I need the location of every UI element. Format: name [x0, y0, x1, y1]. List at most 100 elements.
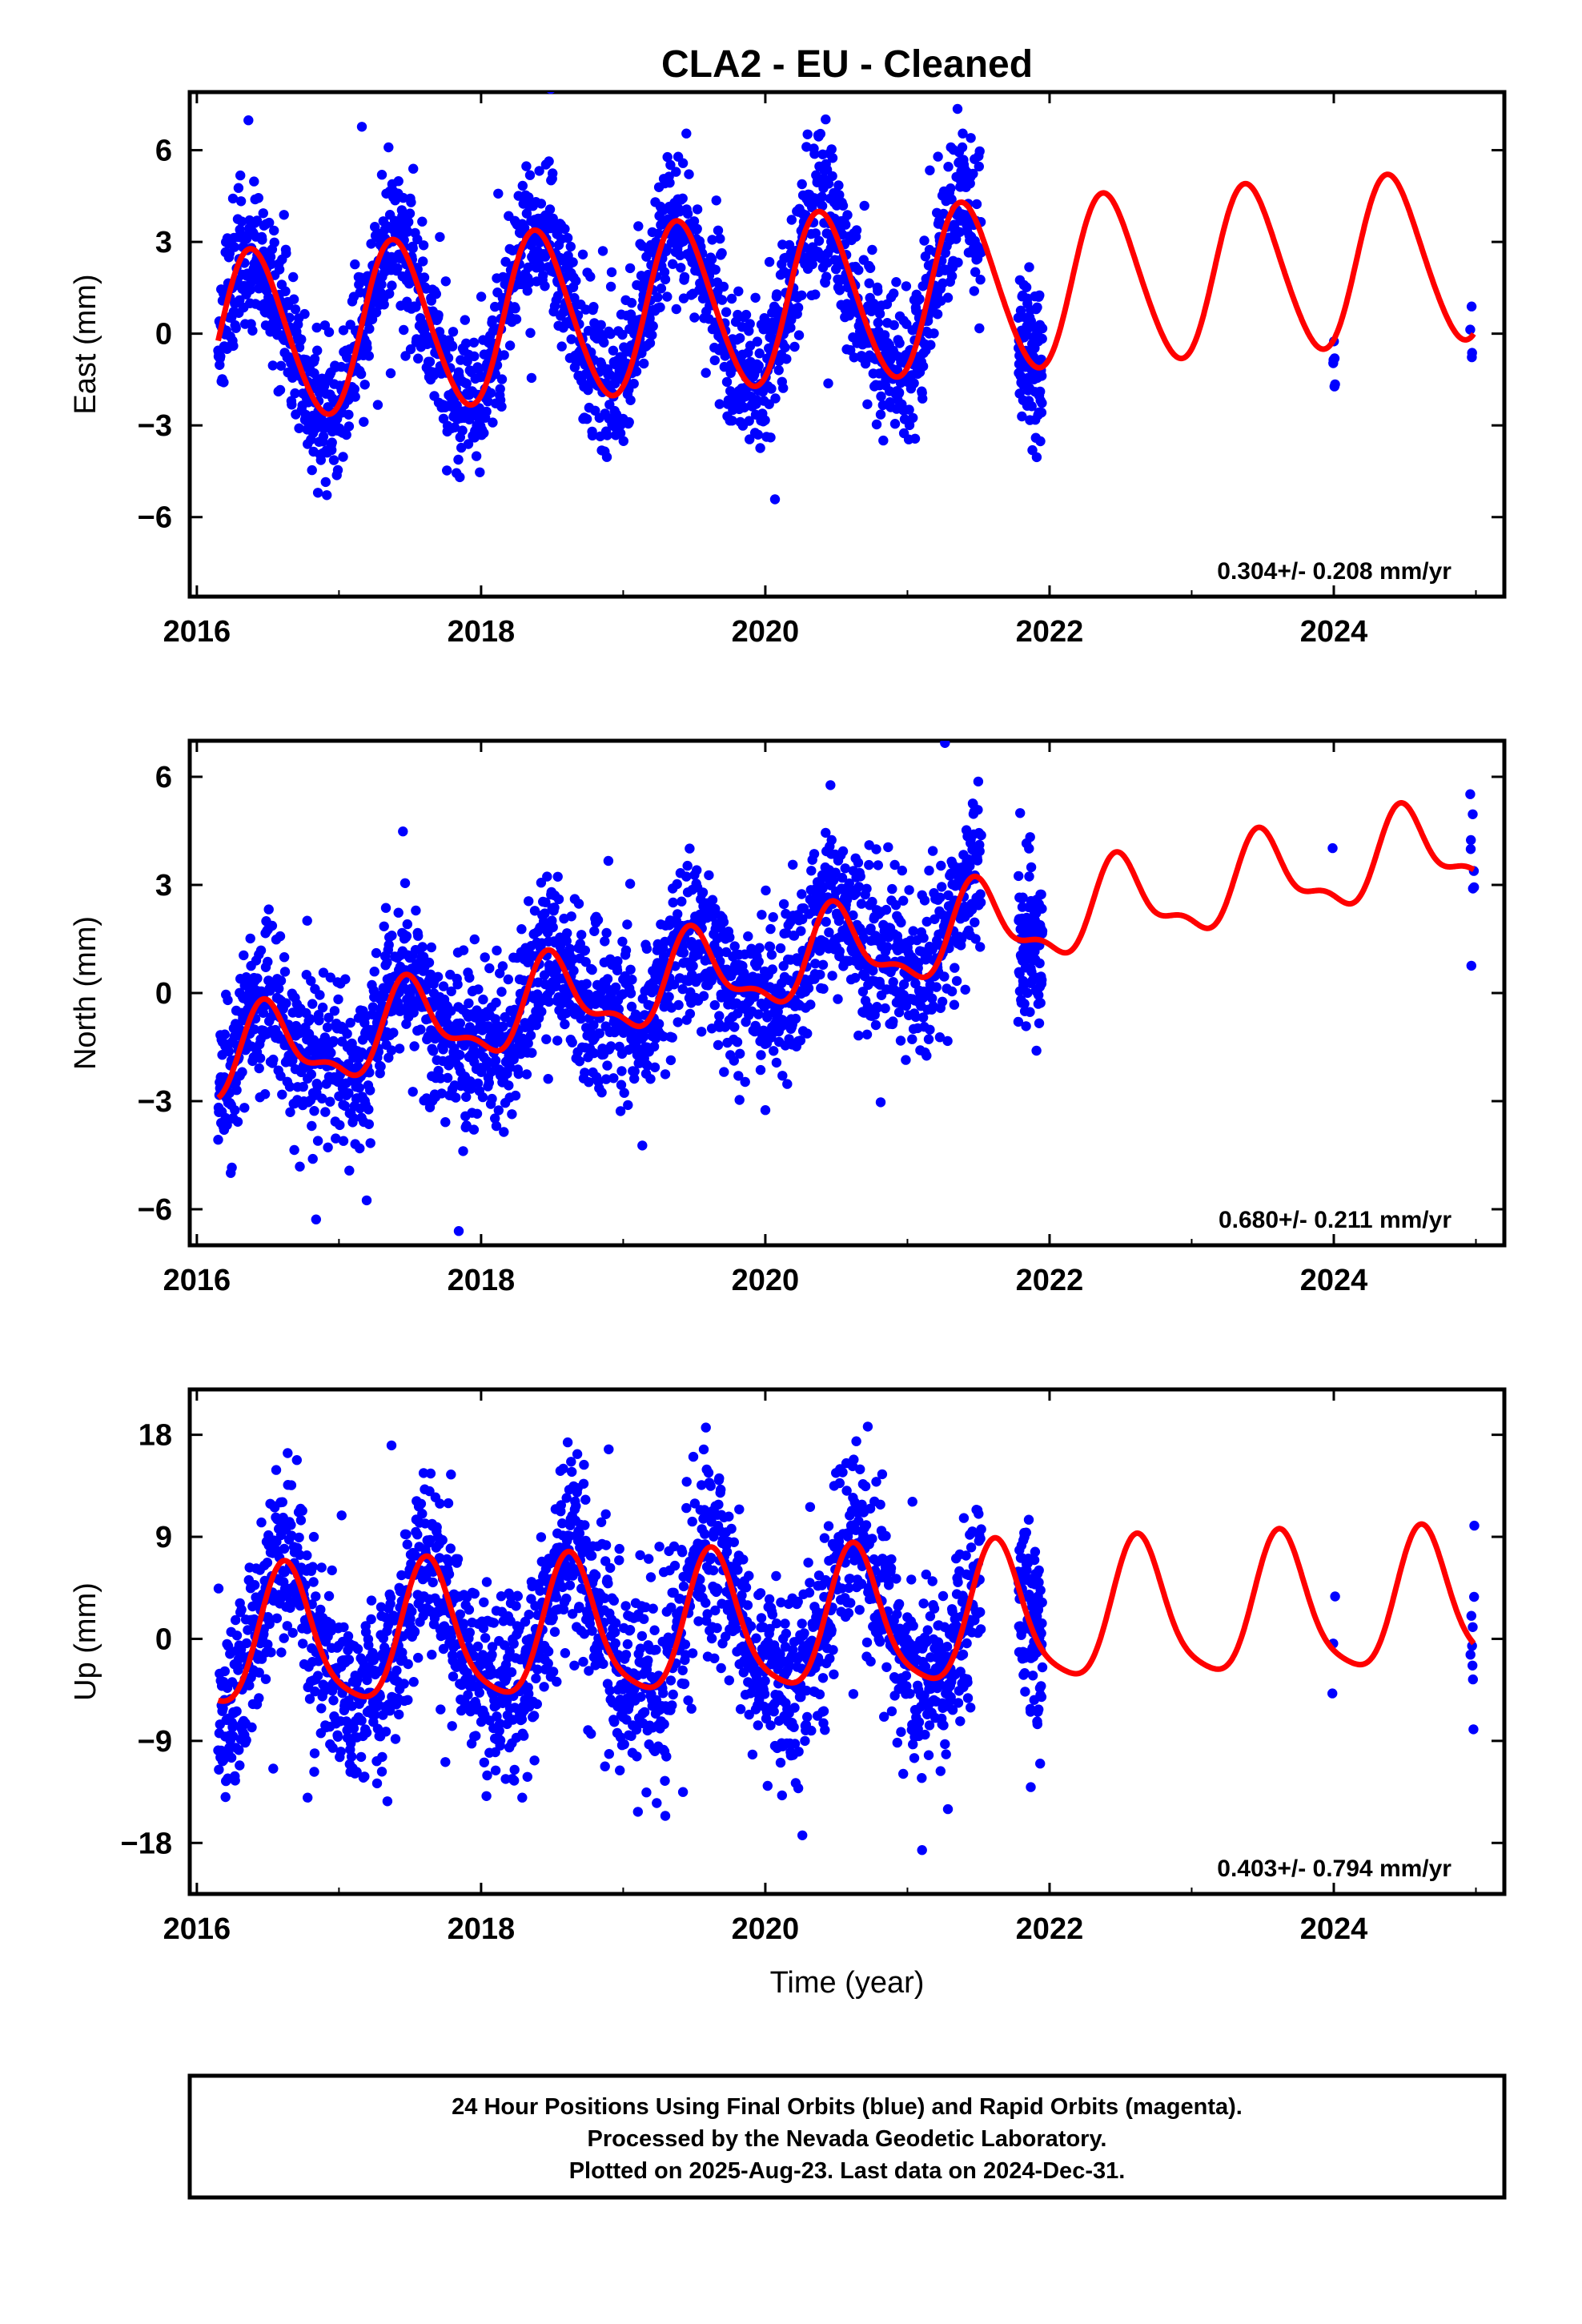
data-point: [479, 428, 489, 438]
data-point: [375, 1691, 385, 1702]
data-point: [223, 1046, 235, 1057]
data-point: [809, 849, 820, 859]
data-point: [958, 128, 968, 139]
data-point: [228, 340, 239, 352]
data-point: [275, 931, 286, 942]
data-point: [735, 333, 745, 344]
data-point: [965, 861, 975, 871]
data-point: [284, 1081, 295, 1092]
data-point: [969, 286, 980, 296]
data-point: [692, 223, 702, 234]
data-point: [1036, 407, 1047, 418]
data-point: [455, 1018, 465, 1029]
data-point: [721, 307, 732, 317]
data-point: [481, 406, 492, 417]
data-point: [793, 330, 805, 340]
data-point: [827, 153, 838, 163]
data-point: [867, 244, 877, 255]
data-point: [567, 1037, 577, 1047]
data-point: [314, 1015, 324, 1026]
data-point: [536, 262, 546, 273]
data-point: [275, 360, 287, 371]
data-point: [424, 356, 436, 367]
data-point: [834, 285, 845, 296]
data-point: [769, 494, 781, 505]
data-point: [219, 1666, 230, 1677]
data-point: [460, 315, 470, 325]
data-point: [402, 919, 412, 930]
data-point: [323, 327, 335, 337]
data-point: [706, 254, 717, 264]
data-point: [227, 1162, 237, 1173]
data-point: [461, 378, 472, 389]
data-point: [295, 1550, 305, 1560]
data-point: [973, 805, 983, 815]
data-point: [348, 1113, 359, 1124]
data-point: [513, 1068, 524, 1080]
data-point: [580, 304, 591, 315]
data-point: [386, 1440, 397, 1451]
data-point: [220, 1791, 231, 1803]
data-point: [263, 904, 274, 915]
data-point: [580, 957, 591, 967]
data-point: [499, 1127, 509, 1137]
data-point: [888, 977, 898, 987]
data-point: [717, 295, 728, 305]
data-point: [219, 377, 229, 388]
data-point: [968, 168, 978, 179]
data-point: [917, 361, 929, 372]
data-point: [233, 1665, 243, 1675]
data-point: [250, 1580, 260, 1590]
data-point: [1034, 1018, 1045, 1029]
y-tick-label: 6: [155, 135, 172, 168]
data-point: [931, 982, 942, 992]
data-point: [901, 1055, 911, 1065]
data-point: [259, 1089, 271, 1100]
data-point: [231, 1630, 243, 1641]
data-point: [493, 1105, 504, 1116]
data-point: [264, 217, 275, 228]
data-point: [449, 422, 460, 432]
data-point: [471, 451, 482, 461]
data-point: [662, 151, 673, 163]
data-point: [370, 1710, 380, 1720]
data-point: [510, 1090, 521, 1101]
data-point: [587, 430, 598, 441]
data-point: [788, 859, 798, 870]
data-point: [452, 400, 462, 411]
data-point: [870, 1019, 881, 1031]
data-point: [230, 1105, 240, 1116]
data-point: [896, 917, 906, 928]
data-point: [860, 971, 870, 982]
data-point: [685, 1008, 696, 1019]
data-point: [856, 899, 867, 909]
data-point: [521, 161, 532, 171]
data-point: [223, 995, 233, 1006]
data-point: [277, 1497, 287, 1507]
data-point: [315, 990, 325, 1000]
data-point: [626, 1001, 637, 1012]
data-point: [1021, 282, 1032, 292]
data-point: [433, 1065, 444, 1076]
data-point: [500, 256, 511, 267]
data-point: [596, 1088, 607, 1098]
data-point: [327, 444, 337, 456]
data-point: [834, 946, 845, 957]
data-point: [304, 1694, 315, 1704]
data-point: [436, 1088, 447, 1099]
data-point: [385, 368, 396, 379]
model-curve: [215, 800, 1476, 1100]
data-point: [411, 905, 421, 916]
data-point: [295, 1161, 305, 1172]
data-point: [343, 1088, 354, 1099]
data-point: [627, 975, 637, 985]
data-point: [625, 395, 636, 405]
data-point: [766, 950, 777, 960]
data-point: [376, 279, 387, 290]
data-point: [306, 1069, 316, 1080]
data-point: [671, 167, 681, 177]
data-point: [252, 973, 263, 983]
data-point: [895, 1035, 906, 1046]
data-point: [785, 323, 796, 333]
data-point: [662, 292, 673, 302]
